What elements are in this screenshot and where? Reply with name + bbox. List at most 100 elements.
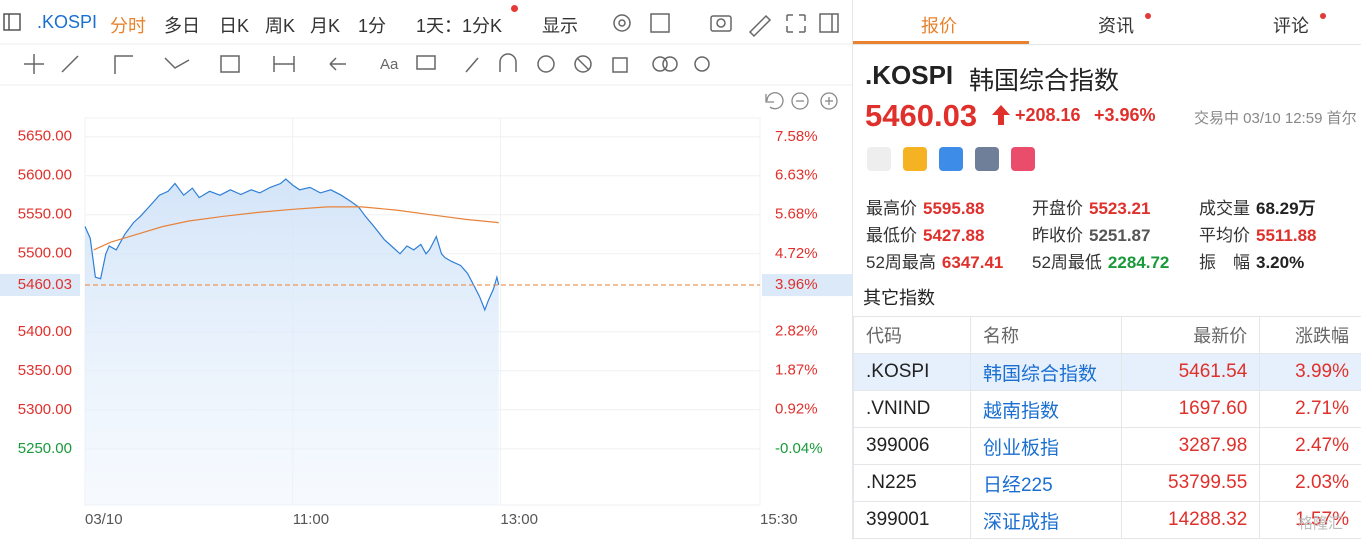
- name: 深证成指: [969, 501, 1123, 539]
- symbol: .KOSPI: [865, 60, 954, 90]
- y-tick-label: 5300.00: [18, 401, 72, 418]
- y-tick-label: 5500.00: [18, 245, 72, 262]
- icon[interactable]: [975, 147, 999, 171]
- index-row[interactable]: 399001 深证成指 14288.32 1.57%: [853, 501, 1361, 539]
- tab-underline: [853, 41, 1029, 44]
- last-price: 5461.54: [1121, 353, 1261, 391]
- area: [85, 179, 499, 505]
- current-pct-label: 3.96%: [775, 276, 818, 293]
- line: [84, 178, 500, 312]
- column-header: 代码: [853, 316, 971, 354]
- y2-tick-label: -0.04%: [775, 440, 823, 457]
- change: +208.16: [1015, 105, 1081, 125]
- index-row[interactable]: .N225 日经225 53799.55 2.03%: [853, 464, 1361, 502]
- change-pct: 2.71%: [1259, 390, 1361, 428]
- code: 399006: [853, 427, 971, 465]
- last-price: 1697.60: [1121, 390, 1261, 428]
- stat: 平均价 5511.88: [1199, 226, 1317, 245]
- symbol[interactable]: .KOSPI: [37, 12, 98, 32]
- x-tick-label: 15:30: [760, 511, 798, 528]
- last-price: 14288.32: [1121, 501, 1261, 539]
- y2-tick-label: 0.92%: [775, 401, 818, 418]
- tab-active[interactable]: 报价: [921, 16, 957, 36]
- stat: 最低价 5427.88: [866, 226, 985, 245]
- stat: 52周最低 2284.72: [1032, 253, 1170, 272]
- tab[interactable]: 月K: [310, 16, 341, 36]
- name: 越南指数: [969, 390, 1123, 428]
- icon[interactable]: [1011, 147, 1035, 171]
- y-tick-label: 5400.00: [18, 323, 72, 340]
- current-label: 5460.03: [18, 276, 72, 293]
- stat: 成交量 68.29万: [1199, 199, 1316, 218]
- tab[interactable]: 日K: [219, 16, 250, 36]
- y2-tick-label: 2.82%: [775, 323, 818, 340]
- y-tick-label: 5600.00: [18, 167, 72, 184]
- tab-active[interactable]: 分时: [110, 16, 146, 36]
- last-price: 53799.55: [1121, 464, 1261, 502]
- code: .KOSPI: [853, 353, 971, 391]
- stat: 最高价 5595.88: [866, 199, 985, 218]
- stat: 开盘价 5523.21: [1032, 199, 1151, 218]
- y2-tick-label: 7.58%: [775, 128, 818, 145]
- tab[interactable]: 多日: [164, 16, 200, 36]
- y2-tick-label: 4.72%: [775, 245, 818, 262]
- last-price: 3287.98: [1121, 427, 1261, 465]
- y-tick-label: 5650.00: [18, 128, 72, 145]
- header-row: 代码 名称 最新价 涨跌幅: [853, 316, 1361, 354]
- name: 创业板指: [969, 427, 1123, 465]
- section-title: 其它指数: [863, 288, 935, 308]
- code: .VNIND: [853, 390, 971, 428]
- index-row[interactable]: .KOSPI 韩国综合指数 5461.54 3.99%: [853, 353, 1361, 391]
- toolbar-icons: [24, 13, 839, 74]
- column-header: 名称: [969, 316, 1123, 354]
- column-header: 涨跌幅: [1259, 316, 1361, 354]
- interval[interactable]: 1分: [358, 16, 387, 36]
- y2-tick-label: 5.68%: [775, 206, 818, 223]
- stat: 昨收价 5251.87: [1032, 226, 1151, 245]
- y2-tick-label: 6.63%: [775, 167, 818, 184]
- x-tick-label: 11:00: [293, 511, 329, 528]
- dot: [1320, 13, 1326, 19]
- current-label-bg: [0, 273, 80, 296]
- x-tick-label: 13:00: [500, 511, 538, 528]
- chart: Aa 5650.00 5600.00 5550.00 5500.00 5400.00 53…: [0, 13, 852, 528]
- name: 韩国综合指数: [969, 353, 1123, 391]
- current-pct-bg: [762, 274, 852, 297]
- icon[interactable]: [939, 147, 963, 171]
- tab[interactable]: 资讯: [1098, 16, 1134, 36]
- x-tick-label: 03/10: [85, 511, 123, 528]
- stat: 52周最高 6347.41: [866, 253, 1004, 272]
- y-tick-label: 5550.00: [18, 206, 72, 223]
- zoom-icons[interactable]: [765, 92, 838, 110]
- icon[interactable]: [903, 147, 927, 171]
- price: 5460.03: [865, 98, 978, 133]
- quote-panel: 报价 资讯 评论 .KOSPI 韩国综合指数 5460.03 +208.16 +…: [852, 0, 1361, 540]
- dot: [511, 5, 518, 12]
- index-row[interactable]: .VNIND 越南指数 1697.60 2.71%: [853, 390, 1361, 428]
- period[interactable]: 1天：1分K: [416, 16, 503, 36]
- y-tick-label: 5250.00: [18, 440, 72, 457]
- tab[interactable]: 周K: [265, 16, 296, 36]
- stat: 振 幅 3.20%: [1199, 253, 1305, 272]
- change-pct: +3.96%: [1094, 105, 1156, 125]
- change-pct: 2.47%: [1259, 427, 1361, 465]
- dot: [1145, 13, 1151, 19]
- display[interactable]: 显示: [542, 16, 578, 36]
- change-pct: 3.99%: [1259, 353, 1361, 391]
- code: 399001: [853, 501, 971, 539]
- tab[interactable]: 评论: [1273, 16, 1309, 36]
- text-tool-icon[interactable]: Aa: [380, 56, 399, 73]
- sidebar-icon[interactable]: [3, 13, 21, 31]
- index-row[interactable]: 399006 创业板指 3287.98 2.47%: [853, 427, 1361, 465]
- name: 韩国综合指数: [969, 67, 1120, 95]
- status: 交易中 03/10 12:59 首尔: [1194, 110, 1357, 127]
- change-pct: 2.03%: [1259, 464, 1361, 502]
- index-table: 代码 名称 最新价 涨跌幅 .KOSPI 韩国综合指数 5461.54 3.99% .VNIND…: [853, 316, 1361, 539]
- flag-icon[interactable]: [867, 147, 891, 171]
- code: .N225: [853, 464, 971, 502]
- watermark: 格隆汇: [1298, 515, 1344, 532]
- column-header: 最新价: [1121, 316, 1261, 354]
- tab-bar: [853, 0, 1361, 45]
- up-arrow: [992, 105, 1010, 125]
